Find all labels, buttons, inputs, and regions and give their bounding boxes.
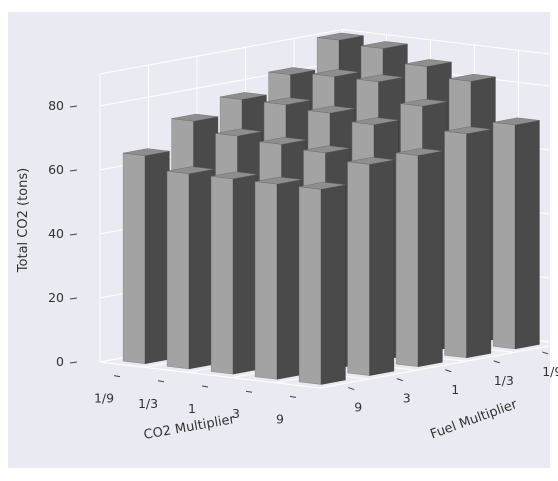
z-tick-label: 20: [48, 290, 64, 305]
bar: [395, 148, 443, 367]
bar-front-face: [298, 186, 322, 385]
bars: [122, 32, 540, 385]
bar-front-face: [254, 181, 278, 380]
bar-top-face: [352, 117, 399, 125]
floor-grid-line: [319, 343, 558, 389]
z-axis-label: Total CO2 (tons): [16, 168, 31, 273]
bar: [254, 176, 302, 380]
floor-grid-line: [99, 361, 321, 389]
bar-top-face: [303, 145, 350, 154]
bar: [444, 126, 492, 359]
y-tick-label: 9: [354, 400, 362, 415]
y-tick-mark: [445, 369, 452, 373]
bar-top-face: [255, 176, 302, 185]
bar-top-face: [312, 69, 359, 77]
bar-top-face: [400, 98, 447, 107]
y-tick-mark: [493, 360, 500, 364]
bar-front-face: [210, 176, 234, 375]
bar: [122, 148, 170, 364]
axis-ticks: 0 20 40 60 80 1/9 1/3 1 3 9 9 3 1 1/3 1/9: [48, 98, 558, 426]
bar-side-face: [320, 184, 346, 385]
z-tick-label: 60: [48, 162, 64, 177]
x-tick-label: 9: [276, 411, 284, 426]
z-tick-mark: [69, 297, 78, 300]
bar-top-face: [264, 97, 311, 105]
y-tick-mark: [396, 378, 403, 382]
z-tick-mark: [69, 233, 78, 236]
bar-top-face: [449, 73, 496, 82]
y-tick-mark: [542, 351, 549, 355]
x-tick-mark: [245, 390, 253, 393]
y-tick-label: 3: [403, 391, 411, 406]
bar-side-face: [232, 174, 258, 375]
bar: [347, 157, 395, 376]
bar-top-face: [444, 126, 491, 135]
bar-top-face: [211, 171, 258, 180]
bar: [298, 181, 346, 385]
bar-top-face: [215, 128, 262, 137]
bar-side-face: [276, 179, 302, 380]
bar-top-face: [268, 67, 315, 75]
x-tick-mark: [113, 375, 121, 378]
bar-top-face: [259, 137, 306, 145]
bar-front-face: [444, 130, 467, 359]
bar-top-face: [123, 148, 170, 156]
bar-front-face: [395, 152, 419, 367]
bar-side-face: [514, 120, 540, 350]
wall-grid-line: [342, 29, 558, 56]
bar-top-face: [317, 32, 364, 41]
bar-front-face: [347, 161, 370, 376]
x-tick-label: 1/3: [138, 396, 158, 411]
bar-top-face: [396, 148, 443, 156]
bar-top-face: [405, 59, 452, 67]
bar: [166, 166, 214, 370]
z-tick-mark: [69, 169, 78, 172]
bar-side-face: [417, 150, 443, 367]
bar-top-face: [361, 41, 408, 49]
y-tick-label: 1/9: [542, 364, 558, 379]
bar: [210, 171, 258, 375]
bar-top-face: [308, 105, 355, 114]
bar-side-face: [369, 159, 395, 376]
y-tick-label: 1: [451, 382, 459, 397]
bar: [492, 117, 540, 350]
y-tick-mark: [348, 387, 355, 391]
z-tick-mark: [69, 105, 78, 108]
y-tick-label: 1/3: [494, 373, 514, 388]
bar-side-face: [144, 150, 170, 364]
x-tick-label: 3: [232, 406, 240, 421]
bar-side-face: [466, 129, 492, 359]
bar-front-face: [492, 122, 516, 350]
x-tick-mark: [289, 395, 297, 398]
x-tick-label: 1/9: [94, 391, 114, 406]
bar-top-face: [171, 113, 218, 122]
x-tick-label: 1: [188, 401, 196, 416]
bar-top-face: [220, 92, 267, 100]
bar-top-face: [356, 74, 403, 83]
x-tick-mark: [157, 380, 165, 383]
x-tick-mark: [201, 385, 209, 388]
z-tick-label: 80: [48, 98, 64, 113]
bar-top-face: [347, 157, 394, 165]
bar-front-face: [166, 170, 190, 370]
z-tick-mark: [69, 361, 78, 364]
bar-top-face: [493, 117, 540, 126]
bar-front-face: [122, 152, 146, 364]
z-tick-label: 0: [56, 354, 64, 369]
bar-top-face: [299, 181, 346, 190]
wall-grid-line: [99, 29, 343, 75]
bar-side-face: [188, 168, 214, 370]
z-tick-label: 40: [48, 226, 64, 241]
bar-top-face: [167, 166, 214, 174]
